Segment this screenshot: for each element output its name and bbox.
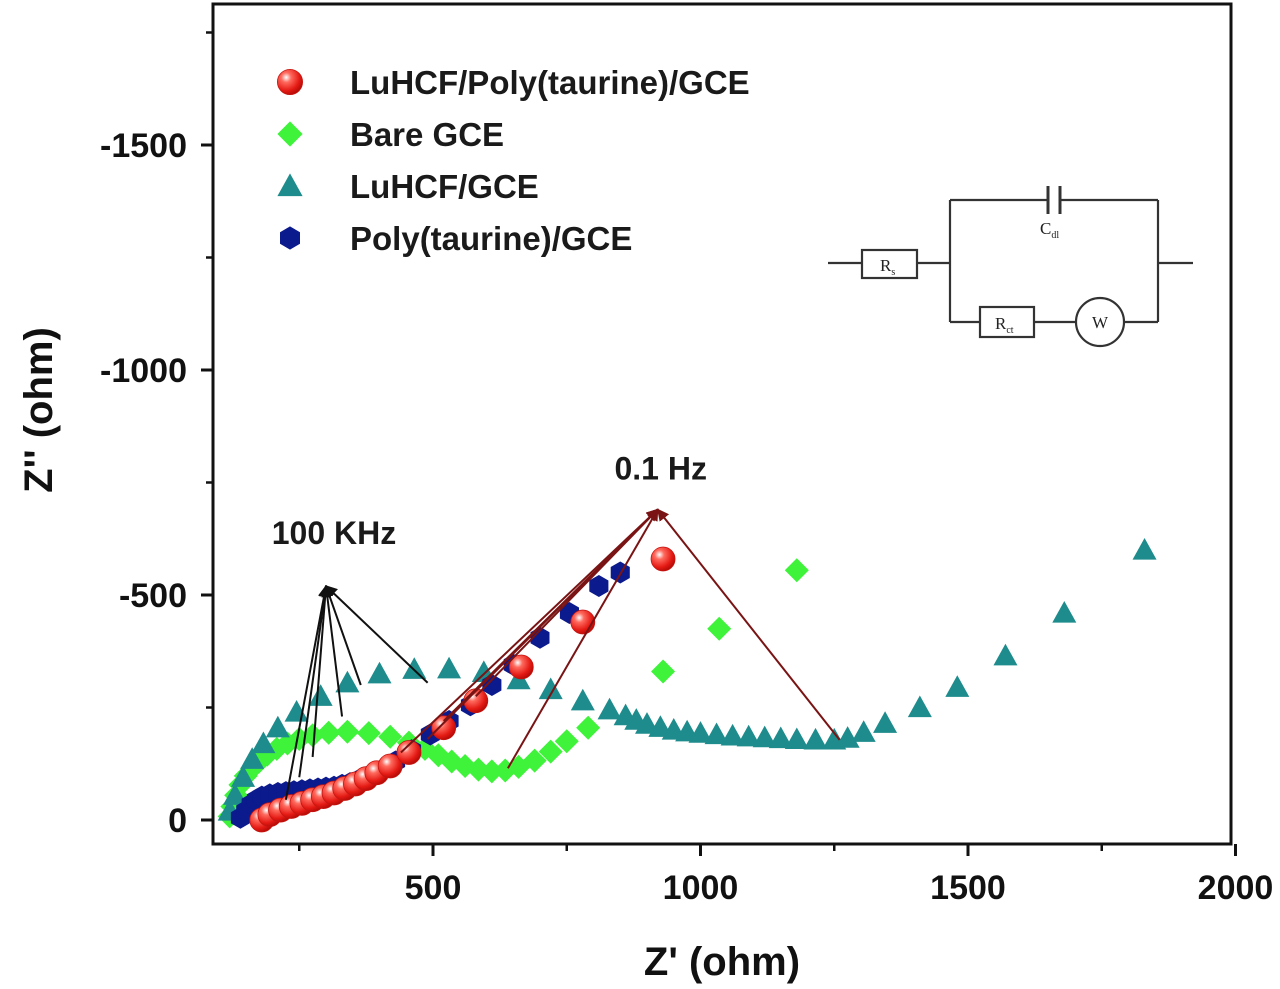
arrow-0-1hz xyxy=(658,510,840,740)
point-bare-gce xyxy=(357,721,381,745)
legend-label-luhcf-gce: LuHCF/GCE xyxy=(350,168,539,205)
point-luhcf-poly-taurine-gce xyxy=(571,610,595,634)
point-luhcf-gce xyxy=(908,696,932,718)
point-luhcf-gce xyxy=(598,698,622,720)
legend-marker-bare-gce xyxy=(277,121,302,146)
y-tick-label: 0 xyxy=(168,802,187,840)
point-luhcf-gce xyxy=(368,662,392,684)
point-luhcf-gce xyxy=(571,689,595,711)
point-luhcf-gce xyxy=(437,657,461,679)
legend-item-luhcf-poly-taurine-gce: LuHCF/Poly(taurine)/GCE xyxy=(277,64,749,101)
legend-label-luhcf-poly-taurine-gce: LuHCF/Poly(taurine)/GCE xyxy=(350,64,750,101)
point-luhcf-poly-taurine-gce xyxy=(651,547,675,571)
point-luhcf-gce xyxy=(852,720,876,742)
legend-marker-poly-taurine-gce xyxy=(280,226,300,249)
point-bare-gce xyxy=(651,660,675,684)
arrow-100khz xyxy=(326,586,342,717)
point-bare-gce xyxy=(378,725,402,749)
point-luhcf-gce xyxy=(804,728,828,750)
legend-item-luhcf-gce: LuHCF/GCE xyxy=(277,168,538,205)
x-tick-label: 1000 xyxy=(663,869,739,907)
point-luhcf-gce xyxy=(945,675,969,697)
point-poly-taurine-gce xyxy=(589,575,608,597)
legend-label-bare-gce: Bare GCE xyxy=(350,116,504,153)
y-axis-title: Z'' (ohm) xyxy=(17,327,61,493)
legend-marker-luhcf-gce xyxy=(277,173,302,196)
series-poly-taurine-gce xyxy=(231,562,630,829)
point-bare-gce xyxy=(785,558,809,582)
point-luhcf-gce xyxy=(993,644,1017,666)
legend-item-poly-taurine-gce: Poly(taurine)/GCE xyxy=(280,220,632,257)
x-tick-label: 500 xyxy=(405,869,462,907)
series-layer xyxy=(218,538,1157,832)
y-tick-label: -1500 xyxy=(100,127,187,165)
legend-label-poly-taurine-gce: Poly(taurine)/GCE xyxy=(350,220,632,257)
x-tick-label: 2000 xyxy=(1198,869,1274,907)
label-0-1hz: 0.1 Hz xyxy=(614,451,706,487)
y-tick-label: -1000 xyxy=(100,352,187,390)
equivalent-circuit-inset: Rs Cdl Rct W xyxy=(815,175,1205,365)
nyquist-chart: 500 1000 1500 20000-500-1000-1500 Z' (ohm) … xyxy=(0,0,1280,989)
legend-marker-luhcf-poly-taurine-gce xyxy=(277,69,302,94)
label-100khz: 100 KHz xyxy=(272,515,397,551)
point-bare-gce xyxy=(335,720,359,744)
point-luhcf-gce xyxy=(402,657,426,679)
point-bare-gce xyxy=(707,617,731,641)
x-axis-title: Z' (ohm) xyxy=(644,940,800,984)
y-tick-label: -500 xyxy=(119,577,187,615)
point-bare-gce xyxy=(576,716,600,740)
point-luhcf-gce xyxy=(1133,538,1157,560)
w-label: W xyxy=(1092,313,1109,332)
point-luhcf-gce xyxy=(873,711,897,733)
point-luhcf-gce xyxy=(785,727,809,749)
x-tick-label: 1500 xyxy=(930,869,1006,907)
point-luhcf-gce xyxy=(1052,601,1076,623)
legend-item-bare-gce: Bare GCE xyxy=(277,116,504,153)
legend: LuHCF/Poly(taurine)/GCE Bare GCE LuHCF/GCE… xyxy=(277,64,749,257)
